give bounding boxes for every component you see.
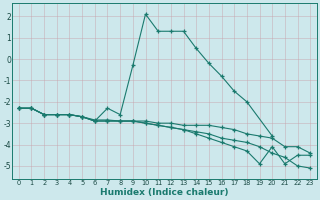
X-axis label: Humidex (Indice chaleur): Humidex (Indice chaleur) bbox=[100, 188, 229, 197]
